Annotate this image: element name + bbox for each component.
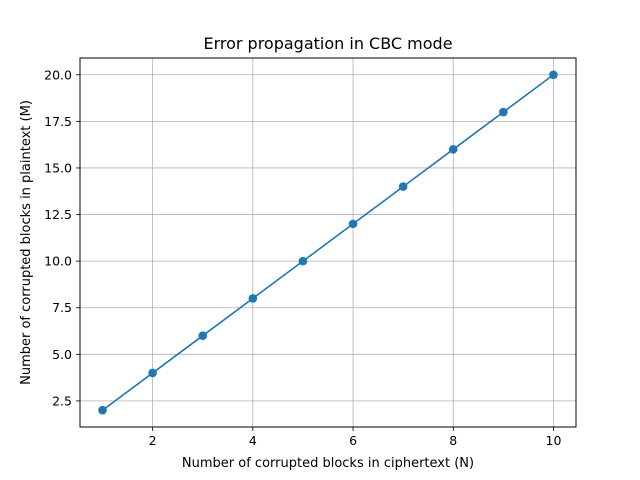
data-point — [98, 405, 107, 415]
y-tick-label: 15.0 — [44, 160, 72, 175]
ticks: 2 4 6 8 10 2.5 5.0 7.5 10.0 12.5 15.0 17.5 20.0 — [44, 67, 561, 448]
data-point — [198, 331, 208, 340]
x-tick-label: 6 — [349, 433, 357, 448]
grid — [80, 58, 576, 427]
x-axis-label: Number of corrupted blocks in ciphertext… — [182, 456, 474, 471]
data-point — [148, 368, 157, 378]
data-point — [398, 182, 408, 191]
y-tick-label: 7.5 — [52, 300, 72, 315]
series-line — [102, 74, 554, 411]
y-tick-label: 5.0 — [52, 347, 72, 362]
y-axis-label: Number of corrupted blocks in plaintext … — [19, 100, 34, 385]
x-tick-label: 8 — [449, 433, 457, 448]
y-tick-label: 2.5 — [52, 393, 72, 408]
y-tick-label: 10.0 — [44, 254, 72, 269]
x-tick-label: 10 — [546, 433, 562, 448]
data-point — [448, 145, 458, 154]
chart-title: Error propagation in CBC mode — [203, 34, 452, 53]
data-point — [549, 70, 558, 80]
y-tick-label: 17.5 — [44, 114, 72, 129]
data-point — [248, 294, 258, 303]
data-point — [298, 256, 308, 266]
x-tick-label: 4 — [249, 433, 257, 448]
y-tick-label: 12.5 — [44, 207, 72, 222]
y-tick-label: 20.0 — [44, 67, 72, 82]
x-tick-label: 2 — [149, 433, 157, 448]
plot-area-frame — [79, 57, 577, 428]
data-point — [348, 219, 358, 229]
data-point — [499, 107, 508, 117]
series-layer — [98, 70, 558, 415]
